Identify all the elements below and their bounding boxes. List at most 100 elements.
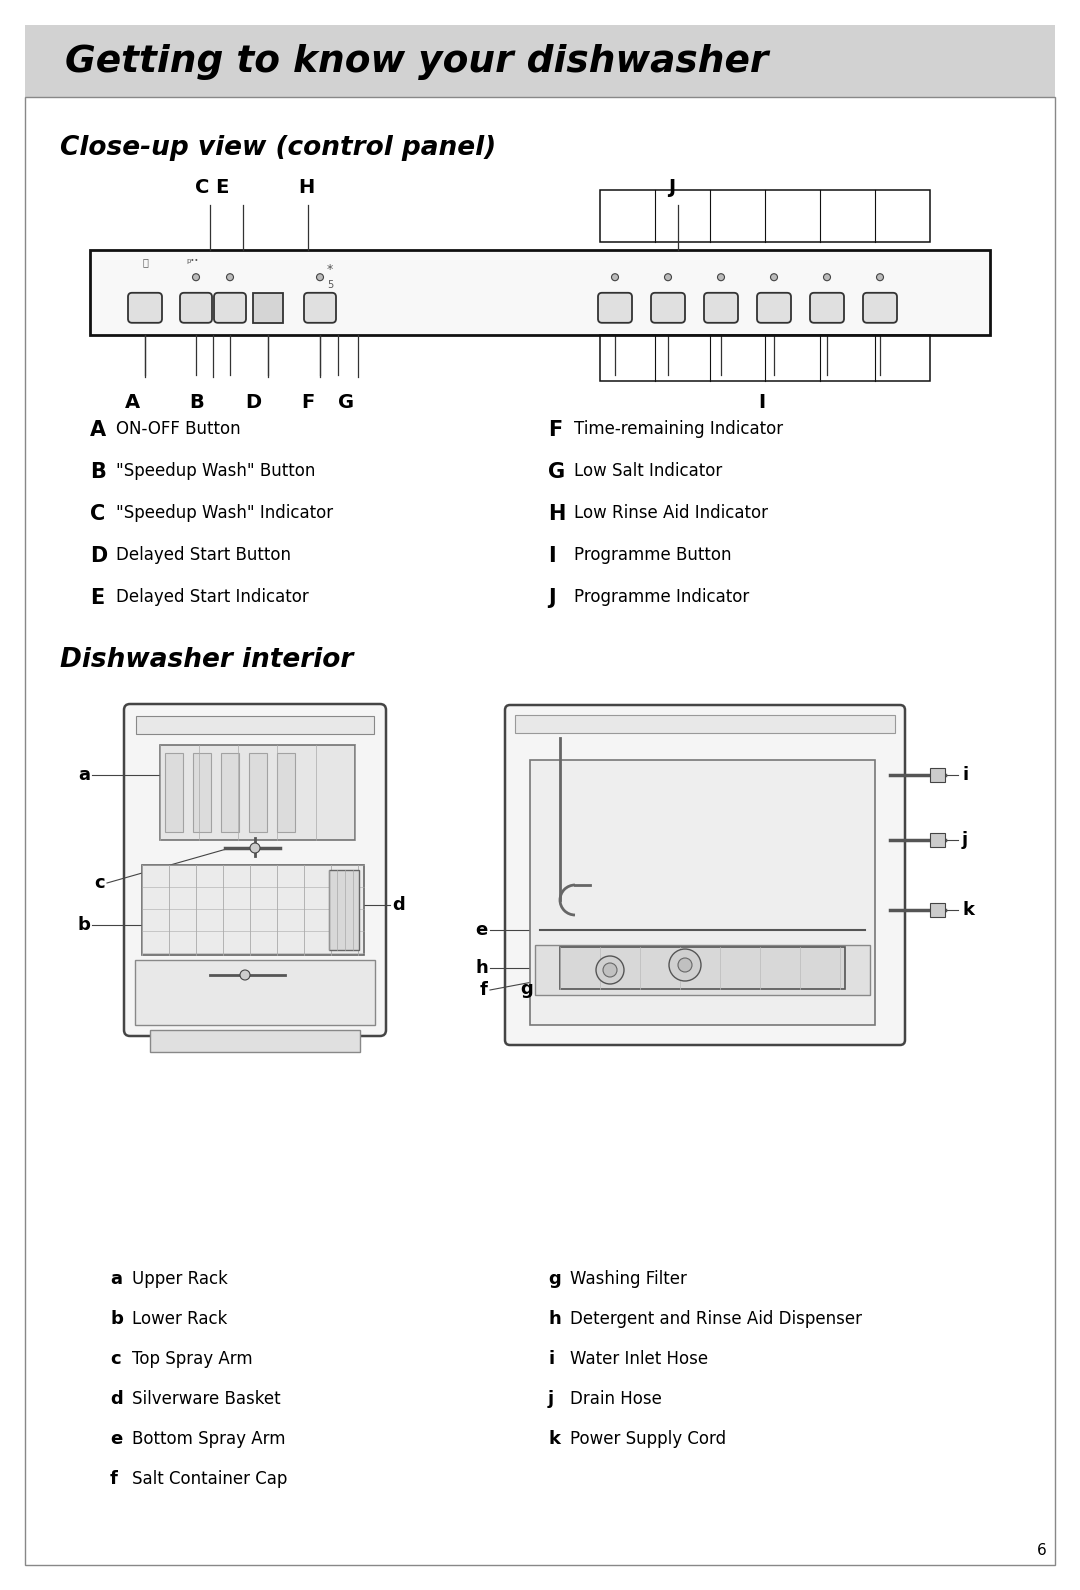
Circle shape bbox=[240, 970, 249, 979]
FancyBboxPatch shape bbox=[810, 293, 843, 323]
Text: 6: 6 bbox=[1037, 1542, 1047, 1558]
Text: Drain Hose: Drain Hose bbox=[570, 1390, 662, 1409]
FancyBboxPatch shape bbox=[505, 704, 905, 1045]
Bar bbox=[141, 865, 364, 956]
Text: i: i bbox=[548, 1350, 554, 1367]
Text: j: j bbox=[962, 832, 968, 849]
Text: e: e bbox=[476, 921, 488, 940]
Text: Time-remaining Indicator: Time-remaining Indicator bbox=[573, 420, 783, 437]
Bar bbox=[561, 948, 845, 989]
Text: k: k bbox=[962, 902, 974, 919]
FancyBboxPatch shape bbox=[214, 293, 246, 323]
Bar bbox=[530, 760, 875, 1026]
FancyBboxPatch shape bbox=[180, 293, 212, 323]
Text: D: D bbox=[245, 393, 261, 412]
Polygon shape bbox=[165, 754, 183, 832]
Text: B: B bbox=[90, 463, 106, 482]
Text: f: f bbox=[110, 1471, 118, 1488]
Text: Low Salt Indicator: Low Salt Indicator bbox=[573, 463, 723, 480]
Bar bbox=[930, 833, 945, 847]
Text: k: k bbox=[548, 1429, 561, 1448]
Text: Water Inlet Hose: Water Inlet Hose bbox=[570, 1350, 708, 1367]
Circle shape bbox=[877, 273, 883, 281]
FancyBboxPatch shape bbox=[303, 293, 336, 323]
Circle shape bbox=[770, 273, 778, 281]
Text: j: j bbox=[548, 1390, 554, 1409]
Text: C: C bbox=[90, 504, 105, 525]
Text: Upper Rack: Upper Rack bbox=[132, 1270, 228, 1288]
Text: Dishwasher interior: Dishwasher interior bbox=[60, 647, 353, 673]
Circle shape bbox=[664, 273, 672, 281]
Text: E: E bbox=[90, 588, 105, 607]
Text: Washing Filter: Washing Filter bbox=[570, 1270, 687, 1288]
FancyBboxPatch shape bbox=[863, 293, 897, 323]
Text: Programme Button: Programme Button bbox=[573, 545, 731, 564]
Text: H: H bbox=[548, 504, 565, 525]
Circle shape bbox=[678, 959, 692, 971]
Text: Getting to know your dishwasher: Getting to know your dishwasher bbox=[65, 45, 768, 80]
Text: *: * bbox=[327, 262, 333, 275]
Text: d: d bbox=[392, 897, 405, 914]
Bar bbox=[930, 903, 945, 917]
Text: h: h bbox=[548, 1310, 561, 1328]
Circle shape bbox=[227, 273, 233, 281]
FancyBboxPatch shape bbox=[598, 293, 632, 323]
Text: Close-up view (control panel): Close-up view (control panel) bbox=[60, 135, 496, 161]
Polygon shape bbox=[276, 754, 295, 832]
Bar bbox=[90, 250, 990, 335]
Text: a: a bbox=[110, 1270, 122, 1288]
Text: F: F bbox=[301, 393, 314, 412]
FancyBboxPatch shape bbox=[129, 293, 162, 323]
Text: c: c bbox=[110, 1350, 121, 1367]
Bar bbox=[930, 768, 945, 782]
Polygon shape bbox=[221, 754, 239, 832]
FancyBboxPatch shape bbox=[651, 293, 685, 323]
Text: p••: p•• bbox=[187, 258, 199, 264]
Bar bbox=[25, 25, 1055, 97]
Bar bbox=[329, 870, 359, 949]
Text: Low Rinse Aid Indicator: Low Rinse Aid Indicator bbox=[573, 504, 768, 522]
Text: Detergent and Rinse Aid Dispenser: Detergent and Rinse Aid Dispenser bbox=[570, 1310, 862, 1328]
Circle shape bbox=[717, 273, 725, 281]
Text: f: f bbox=[481, 981, 488, 999]
Circle shape bbox=[596, 956, 624, 984]
Text: B: B bbox=[190, 393, 204, 412]
Circle shape bbox=[611, 273, 619, 281]
Bar bbox=[253, 293, 283, 323]
Text: I: I bbox=[548, 545, 555, 566]
Text: g: g bbox=[519, 979, 532, 999]
Text: Bottom Spray Arm: Bottom Spray Arm bbox=[132, 1429, 285, 1448]
Bar bbox=[515, 716, 895, 733]
Text: I: I bbox=[758, 393, 766, 412]
Text: C E: C E bbox=[195, 178, 229, 197]
FancyBboxPatch shape bbox=[757, 293, 791, 323]
Circle shape bbox=[669, 949, 701, 981]
Bar bbox=[160, 746, 355, 840]
Text: J: J bbox=[669, 178, 675, 197]
Text: G: G bbox=[548, 463, 565, 482]
Text: h: h bbox=[475, 959, 488, 976]
Text: Delayed Start Button: Delayed Start Button bbox=[116, 545, 291, 564]
Text: c: c bbox=[94, 875, 105, 892]
Text: ON-OFF Button: ON-OFF Button bbox=[116, 420, 241, 437]
Text: G: G bbox=[338, 393, 354, 412]
Text: ⏻: ⏻ bbox=[143, 258, 148, 267]
Text: Lower Rack: Lower Rack bbox=[132, 1310, 228, 1328]
Polygon shape bbox=[193, 754, 211, 832]
Text: b: b bbox=[77, 916, 90, 933]
Text: e: e bbox=[110, 1429, 122, 1448]
Text: J: J bbox=[548, 588, 555, 607]
Text: Programme Indicator: Programme Indicator bbox=[573, 588, 750, 606]
Text: "Speedup Wash" Button: "Speedup Wash" Button bbox=[116, 463, 315, 480]
Circle shape bbox=[192, 273, 200, 281]
Text: g: g bbox=[548, 1270, 561, 1288]
Circle shape bbox=[249, 843, 260, 852]
Text: Delayed Start Indicator: Delayed Start Indicator bbox=[116, 588, 309, 606]
FancyBboxPatch shape bbox=[124, 704, 386, 1037]
Text: Power Supply Cord: Power Supply Cord bbox=[570, 1429, 726, 1448]
Text: D: D bbox=[90, 545, 107, 566]
Text: b: b bbox=[110, 1310, 123, 1328]
Circle shape bbox=[603, 964, 617, 976]
Bar bbox=[136, 716, 374, 735]
FancyBboxPatch shape bbox=[704, 293, 738, 323]
